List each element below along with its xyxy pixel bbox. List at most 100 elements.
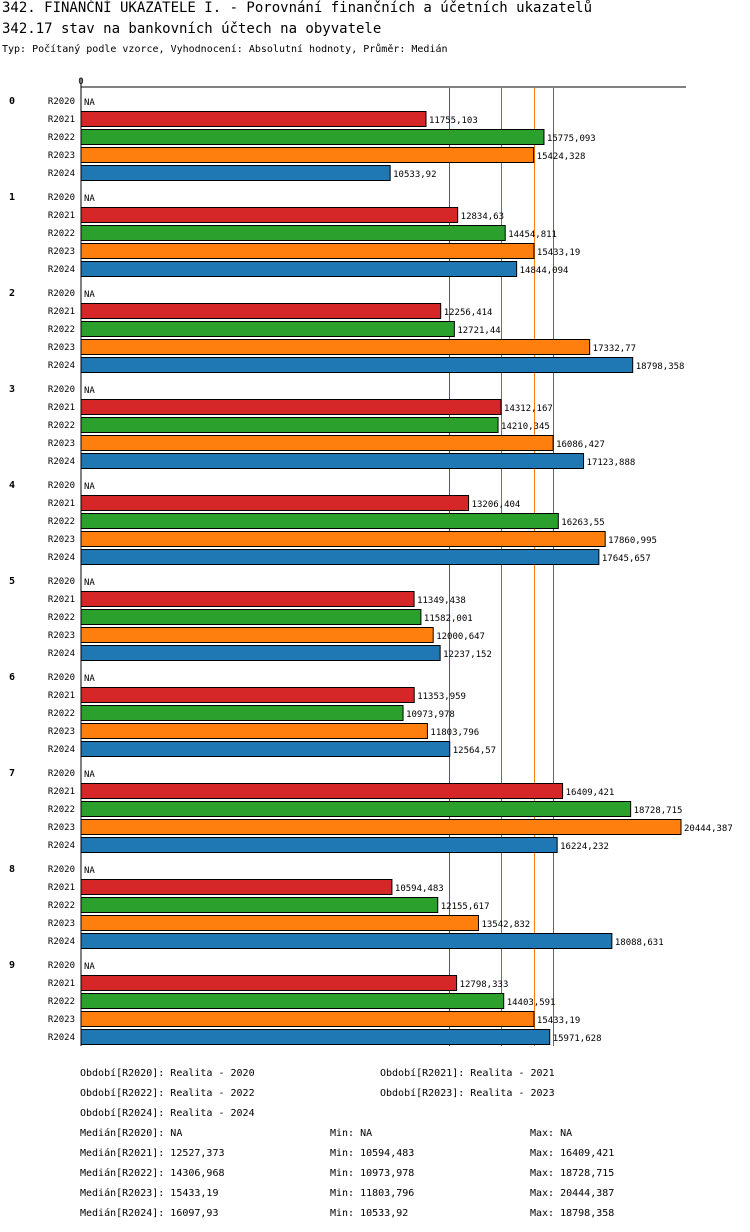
data-label: 15775,093 [547,134,596,144]
bar-r2023-group-1 [80,243,535,259]
data-label: 10594,483 [395,884,444,894]
data-label: 16263,55 [561,518,604,528]
data-label: 14403,591 [507,998,556,1008]
series-label: R2024 [48,937,75,947]
data-label: 15433,19 [537,1016,580,1026]
bar-r2022-group-3 [80,417,499,433]
series-label: R2023 [48,343,75,353]
bar-r2023-group-8 [80,915,479,931]
series-label: R2022 [48,325,75,335]
stat-median-r2021: Medián[R2021]: 12527,373 [80,1148,225,1159]
series-label: R2022 [48,901,75,911]
data-label: 12834,63 [461,212,504,222]
bar-r2021-group-1 [80,207,459,223]
data-label: 12721,44 [457,326,500,336]
bar-r2022-group-8 [80,897,439,913]
stat-min-r2023: Min: 11803,796 [330,1188,415,1199]
series-label: R2021 [48,307,75,317]
series-label: R2024 [48,649,75,659]
group-label-2: 2 [9,288,15,299]
group-label-0: 0 [9,96,15,107]
group-label-9: 9 [9,960,15,971]
series-label: R2022 [48,229,75,239]
series-label: R2024 [48,457,75,467]
data-label: NA [84,386,95,396]
series-label: R2023 [48,535,75,545]
bar-r2021-group-6 [80,687,415,703]
series-label: R2024 [48,553,75,563]
data-label: 11353,959 [417,692,466,702]
series-label: R2021 [48,787,75,797]
series-label: R2020 [48,673,75,683]
data-label: 14210,345 [501,422,550,432]
bar-r2024-group-4 [80,549,600,565]
stat-median-r2023: Medián[R2023]: 15433,19 [80,1188,219,1199]
bar-r2024-group-0 [80,165,391,181]
bar-r2021-group-9 [80,975,458,991]
legend-period-r2022: Období[R2022]: Realita - 2022 [80,1088,255,1099]
data-label: 11803,796 [430,728,479,738]
bar-r2022-group-1 [80,225,506,241]
data-label: 18728,715 [634,806,683,816]
data-label: 17860,995 [608,536,657,546]
bar-r2023-group-0 [80,147,535,163]
bar-r2023-group-4 [80,531,606,547]
group-label-8: 8 [9,864,15,875]
series-label: R2023 [48,919,75,929]
data-label: 14844,094 [520,266,569,276]
stat-median-r2020: Medián[R2020]: NA [80,1128,183,1139]
series-label: R2024 [48,841,75,851]
data-label: 15971,628 [553,1034,602,1044]
bar-r2021-group-7 [80,783,564,799]
data-label: 12237,152 [443,650,492,660]
stat-max-r2020: Max: NA [530,1128,573,1139]
bar-r2022-group-0 [80,129,545,145]
series-label: R2022 [48,421,75,431]
bar-r2022-group-4 [80,513,559,529]
stat-median-r2022: Medián[R2022]: 14306,968 [80,1168,225,1179]
series-label: R2020 [48,577,75,587]
data-label: 17645,657 [602,554,651,564]
data-label: NA [84,962,95,972]
data-label: 18088,631 [615,938,664,948]
series-label: R2023 [48,631,75,641]
series-label: R2021 [48,595,75,605]
legend-period-r2024: Období[R2024]: Realita - 2024 [80,1108,255,1119]
group-label-6: 6 [9,672,15,683]
bar-r2021-group-5 [80,591,415,607]
series-label: R2023 [48,151,75,161]
data-label: 16224,232 [560,842,609,852]
series-label: R2021 [48,115,75,125]
series-label: R2020 [48,97,75,107]
stat-max-r2022: Max: 18728,715 [530,1168,615,1179]
stat-min-r2020: Min: NA [330,1128,373,1139]
data-label: 18798,358 [636,362,685,372]
series-label: R2021 [48,883,75,893]
data-label: 14312,167 [504,404,553,414]
stat-median-r2024: Medián[R2024]: 16097,93 [80,1208,219,1219]
data-label: NA [84,98,95,108]
bar-r2021-group-8 [80,879,393,895]
stat-max-r2023: Max: 20444,387 [530,1188,615,1199]
series-label: R2024 [48,265,75,275]
series-label: R2020 [48,193,75,203]
series-label: R2022 [48,133,75,143]
bar-r2024-group-5 [80,645,441,661]
bar-chart: 00R2020NAR202111755,103R202215775,093R20… [9,77,733,1046]
data-label: 12000,647 [436,632,485,642]
series-label: R2020 [48,769,75,779]
series-label: R2022 [48,517,75,527]
series-label: R2022 [48,997,75,1007]
bar-r2024-group-2 [80,357,634,373]
series-label: R2023 [48,727,75,737]
stat-max-r2021: Max: 16409,421 [530,1148,615,1159]
page-title: 342. FINANČNÍ UKAZATELE I. - Porovnání f… [2,0,593,16]
data-label: 15424,328 [537,152,586,162]
data-label: 20444,387 [684,824,733,834]
bar-r2024-group-8 [80,933,613,949]
series-label: R2021 [48,979,75,989]
data-label: NA [84,770,95,780]
data-label: 16409,421 [566,788,615,798]
bar-r2024-group-3 [80,453,585,469]
bar-r2021-group-4 [80,495,470,511]
